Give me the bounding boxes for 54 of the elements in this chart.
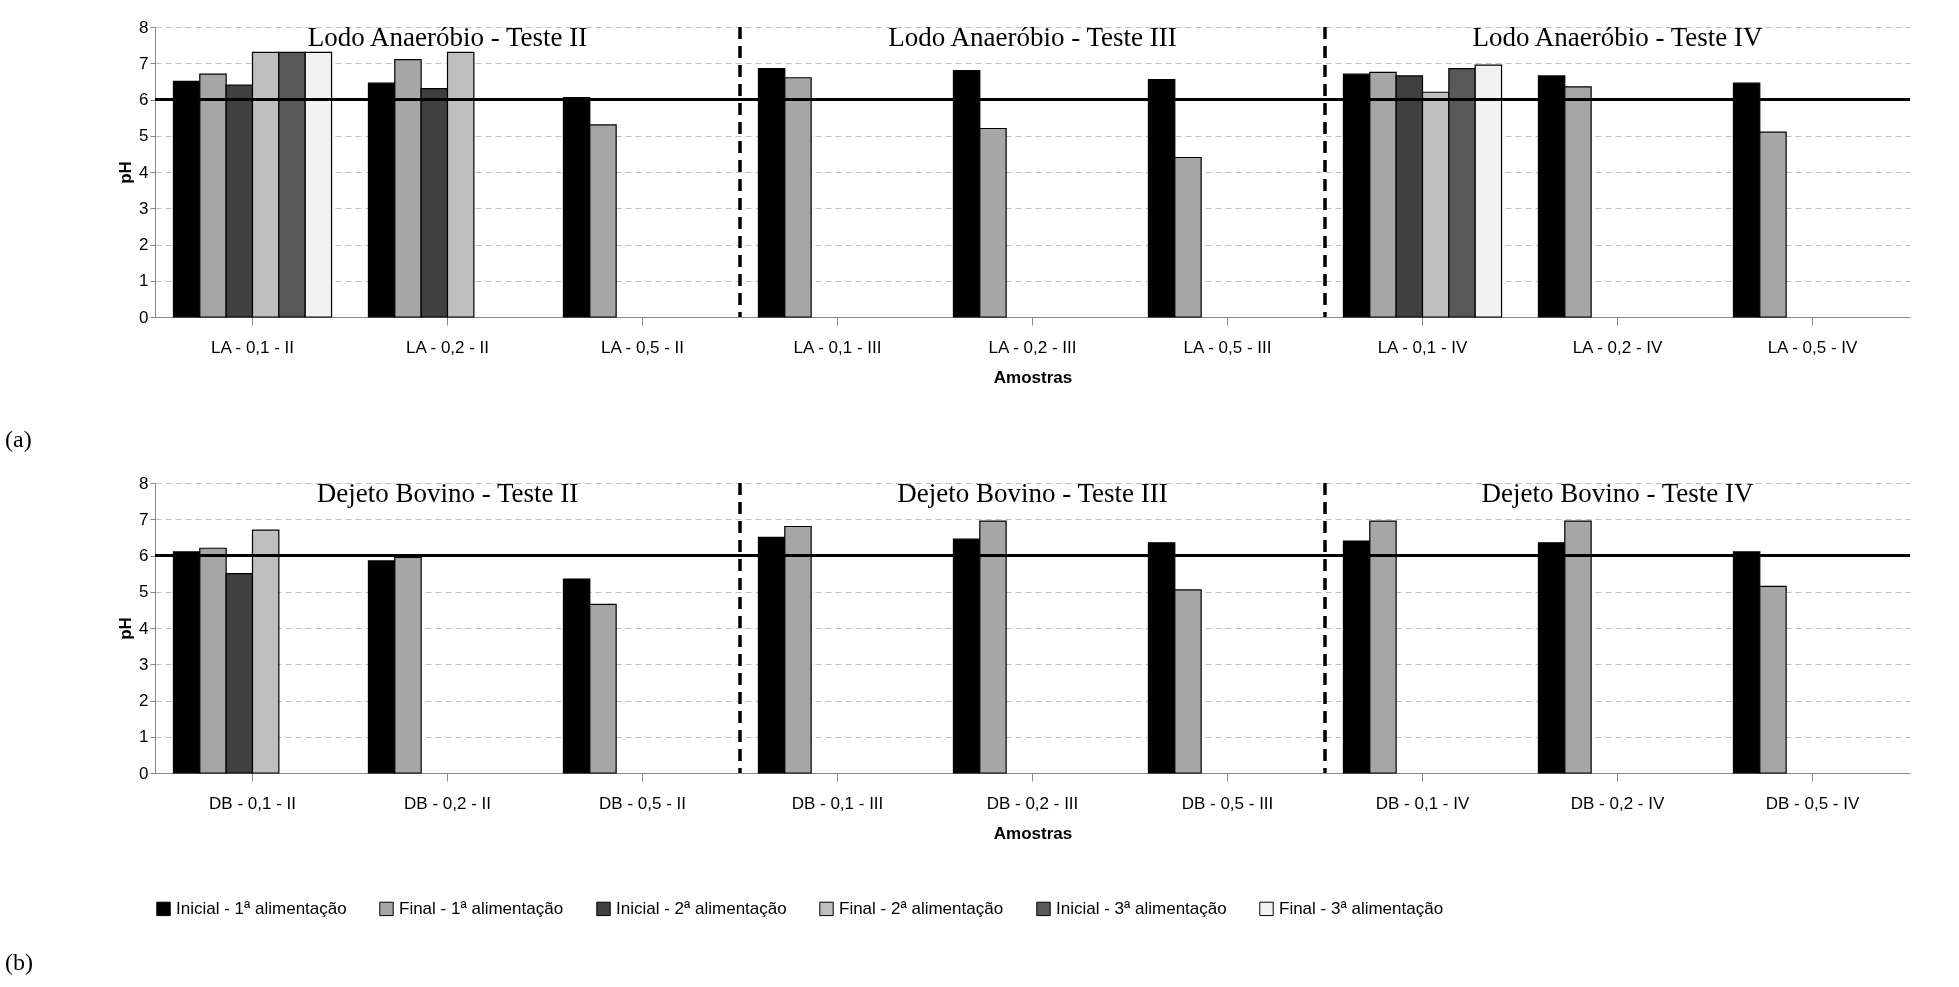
legend-label: Inicial - 2ª alimentação xyxy=(616,898,787,918)
y-tick-label: 1 xyxy=(139,727,149,747)
legend-label: Final - 1ª alimentação xyxy=(399,898,564,918)
y-tick-label: 7 xyxy=(139,53,149,73)
y-tick-label: 7 xyxy=(139,509,149,529)
y-tick-label: 3 xyxy=(139,198,149,218)
y-tick-label: 6 xyxy=(139,546,149,565)
y-tick-label: 8 xyxy=(139,17,149,37)
x-tick-label: DB - 0,1 - IV xyxy=(1375,793,1470,813)
x-tick-label: LA - 0,1 - II xyxy=(210,337,295,357)
y-tick-label: 5 xyxy=(139,126,149,146)
x-tick-label: LA - 0,2 - II xyxy=(405,337,490,357)
annotation: Lodo Anaeróbio - Teste IV xyxy=(1472,22,1764,52)
x-axis-title: Amostras xyxy=(993,367,1073,387)
x-tick-label: DB - 0,5 - II xyxy=(599,793,686,813)
y-tick-label: 0 xyxy=(139,763,149,783)
annotation: Dejeto Bovino - Teste II xyxy=(316,478,579,508)
y-axis-title: pH xyxy=(116,161,136,184)
x-tick-label: DB - 0,5 - IV xyxy=(1765,793,1860,813)
x-tick-label: LA - 0,5 - IV xyxy=(1767,337,1859,357)
x-axis-title: Amostras xyxy=(993,823,1073,843)
x-tick-label: LA - 0,2 - IV xyxy=(1572,337,1664,357)
y-tick-label: 8 xyxy=(139,473,149,493)
y-tick-label: 0 xyxy=(139,307,149,327)
legend-label: Final - 3ª alimentação xyxy=(1279,898,1444,918)
x-tick-label: DB - 0,1 - III xyxy=(791,793,884,813)
legend-label: Inicial - 3ª alimentação xyxy=(1056,898,1227,918)
y-tick-label: 3 xyxy=(139,654,149,674)
annotation: Lodo Anaeróbio - Teste III xyxy=(888,22,1177,52)
y-tick-label: 4 xyxy=(139,162,149,182)
y-tick-label: 5 xyxy=(139,582,149,602)
y-tick-label: 4 xyxy=(139,618,149,638)
x-tick-label: LA - 0,1 - IV xyxy=(1377,337,1469,357)
x-tick-label: LA - 0,5 - III xyxy=(1183,337,1272,357)
y-axis-title: pH xyxy=(116,617,136,640)
y-tick-label: 2 xyxy=(139,691,149,710)
x-tick-label: DB - 0,2 - III xyxy=(986,793,1079,813)
x-tick-label: DB - 0,2 - IV xyxy=(1570,793,1665,813)
annotation: Dejeto Bovino - Teste IV xyxy=(1481,478,1755,508)
annotation: Dejeto Bovino - Teste III xyxy=(897,478,1168,508)
x-tick-label: LA - 0,5 - II xyxy=(600,337,685,357)
y-tick-label: 1 xyxy=(139,271,149,291)
text: (b) xyxy=(5,949,33,975)
y-tick-label: 2 xyxy=(139,235,149,254)
annotation: Lodo Anaeróbio - Teste II xyxy=(307,22,588,52)
legend-label: Final - 2ª alimentação xyxy=(839,898,1004,918)
y-tick-label: 6 xyxy=(139,90,149,109)
x-tick-label: DB - 0,5 - III xyxy=(1181,793,1274,813)
x-tick-label: DB - 0,2 - II xyxy=(404,793,491,813)
x-tick-label: LA - 0,1 - III xyxy=(793,337,882,357)
x-tick-label: LA - 0,2 - III xyxy=(988,337,1077,357)
x-tick-label: DB - 0,1 - II xyxy=(209,793,296,813)
text: (a) xyxy=(5,426,32,452)
legend-label: Inicial - 1ª alimentação xyxy=(176,898,347,918)
